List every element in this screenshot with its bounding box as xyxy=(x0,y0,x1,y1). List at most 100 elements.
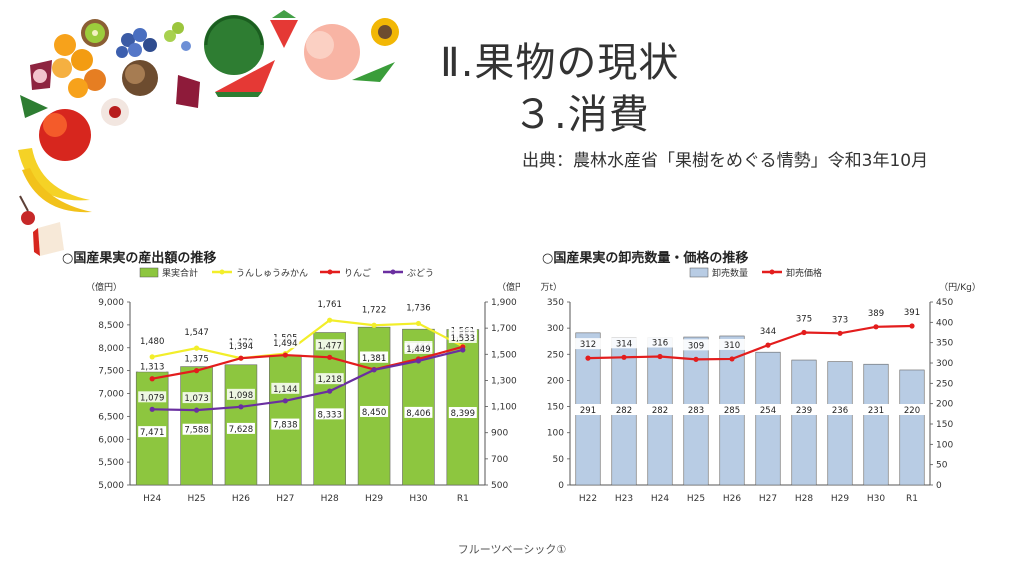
source-citation: 出典：農林水産省「果樹をめぐる情勢」令和3年10月 xyxy=(522,151,929,171)
left-tick-label: 5,000 xyxy=(98,481,124,491)
x-tick-label: H28 xyxy=(321,494,339,504)
legend-label: 卸売数量 xyxy=(712,267,748,279)
orange-cluster-icon xyxy=(52,34,106,98)
bar-label-bg xyxy=(646,404,674,415)
line-value-label: 314 xyxy=(616,339,632,349)
line-label-bg xyxy=(404,342,433,354)
blueberry-icon xyxy=(116,28,191,58)
line-point xyxy=(415,320,422,327)
legend-marker xyxy=(327,269,333,275)
bar-value-label: 8,406 xyxy=(406,409,430,419)
bar-label-bg xyxy=(862,404,890,415)
right-tick-label: 900 xyxy=(491,429,508,439)
left-tick-label: 5,500 xyxy=(98,458,124,468)
bar-value-label: 283 xyxy=(688,406,704,416)
line-point xyxy=(837,330,843,336)
right-axis-unit: （億円） xyxy=(497,281,520,293)
line-label-bg xyxy=(790,312,818,324)
line-value-label: 1,480 xyxy=(140,337,164,347)
bar-value-label: 285 xyxy=(724,406,740,416)
x-tick-label: H29 xyxy=(831,494,849,504)
line-label-bg xyxy=(138,360,167,372)
bar xyxy=(899,369,925,486)
line-label-bg xyxy=(448,331,477,343)
x-tick-label: H22 xyxy=(579,494,597,504)
line-point xyxy=(729,356,735,362)
line-point xyxy=(657,353,663,360)
bar-label-bg xyxy=(448,407,477,419)
line-value-label: 1,381 xyxy=(362,354,386,364)
line-label-bg xyxy=(315,373,344,385)
line-label-bg xyxy=(138,334,167,346)
bar-value-label: 7,838 xyxy=(273,421,297,431)
bar-label-bg xyxy=(718,404,746,415)
peach-icon xyxy=(304,24,395,82)
right-tick-label: 500 xyxy=(491,481,508,491)
line-label-bg xyxy=(404,301,433,313)
cherry-icon xyxy=(19,195,35,225)
line-point xyxy=(693,356,699,362)
line-label-bg xyxy=(360,303,389,315)
grape-icon xyxy=(164,22,184,42)
bar-value-label: 291 xyxy=(580,406,596,416)
line-label-bg xyxy=(826,313,854,325)
x-tick-label: H24 xyxy=(143,494,161,504)
bar-label-bg xyxy=(226,422,255,434)
x-tick-label: H29 xyxy=(365,494,383,504)
line-value-label: 1,079 xyxy=(140,393,164,403)
bar-label-bg xyxy=(138,426,167,438)
left-tick-label: 250 xyxy=(547,350,564,360)
right-tick-label: 1,900 xyxy=(491,298,517,308)
x-tick-label: H26 xyxy=(723,494,741,504)
left-tick-label: 0 xyxy=(558,481,564,491)
line-point xyxy=(327,354,333,360)
watermelon-icon xyxy=(204,15,275,97)
right-tick-label: 200 xyxy=(936,400,953,410)
line-label-bg xyxy=(226,388,255,400)
line-point xyxy=(371,367,377,373)
legend-label: ぶどう xyxy=(407,268,434,279)
left-tick-label: 6,500 xyxy=(98,412,124,422)
line-label-bg xyxy=(646,336,674,348)
line-point xyxy=(238,355,244,361)
line-label-bg xyxy=(754,325,782,337)
bar xyxy=(755,351,781,486)
x-tick-label: H24 xyxy=(651,494,669,504)
line-label-bg xyxy=(226,340,255,352)
line-label-bg xyxy=(182,352,211,364)
bar-value-label: 282 xyxy=(616,406,632,416)
left-tick-label: 7,000 xyxy=(98,390,124,400)
line-value-label: 1,375 xyxy=(184,355,208,365)
line-point xyxy=(801,329,807,336)
line-point xyxy=(193,407,200,413)
line-value-label: 1,736 xyxy=(406,303,430,313)
bar-label-bg xyxy=(574,404,602,415)
bar-value-label: 231 xyxy=(868,406,884,416)
x-tick-label: H27 xyxy=(759,494,777,504)
line-value-label: 344 xyxy=(760,327,776,337)
line-point xyxy=(415,358,422,364)
strawberry-icon xyxy=(270,10,298,48)
right-axis-unit: （円/Kg） xyxy=(939,282,980,293)
line-label-bg xyxy=(315,339,344,351)
x-tick-label: R1 xyxy=(457,494,469,504)
left-tick-label: 8,500 xyxy=(98,321,124,331)
line-point xyxy=(238,404,244,410)
legend-swatch-bar xyxy=(689,267,709,278)
slide-footer: フルーツベーシック① xyxy=(457,543,567,556)
legend-marker xyxy=(219,269,225,275)
left-tick-label: 50 xyxy=(553,455,565,465)
pomegranate-icon xyxy=(176,75,200,108)
line-value-label: 1,098 xyxy=(229,391,253,401)
left-tick-label: 100 xyxy=(547,429,564,439)
line-value-label: 1,073 xyxy=(184,394,208,404)
bar-value-label: 236 xyxy=(832,406,848,416)
line-value-label: 1,722 xyxy=(362,305,386,315)
bar-label-bg xyxy=(404,406,433,418)
line-point xyxy=(371,322,377,328)
chart-title: ○国産果実の卸売数量・価格の推移 xyxy=(542,250,748,266)
legend-marker xyxy=(390,269,396,275)
